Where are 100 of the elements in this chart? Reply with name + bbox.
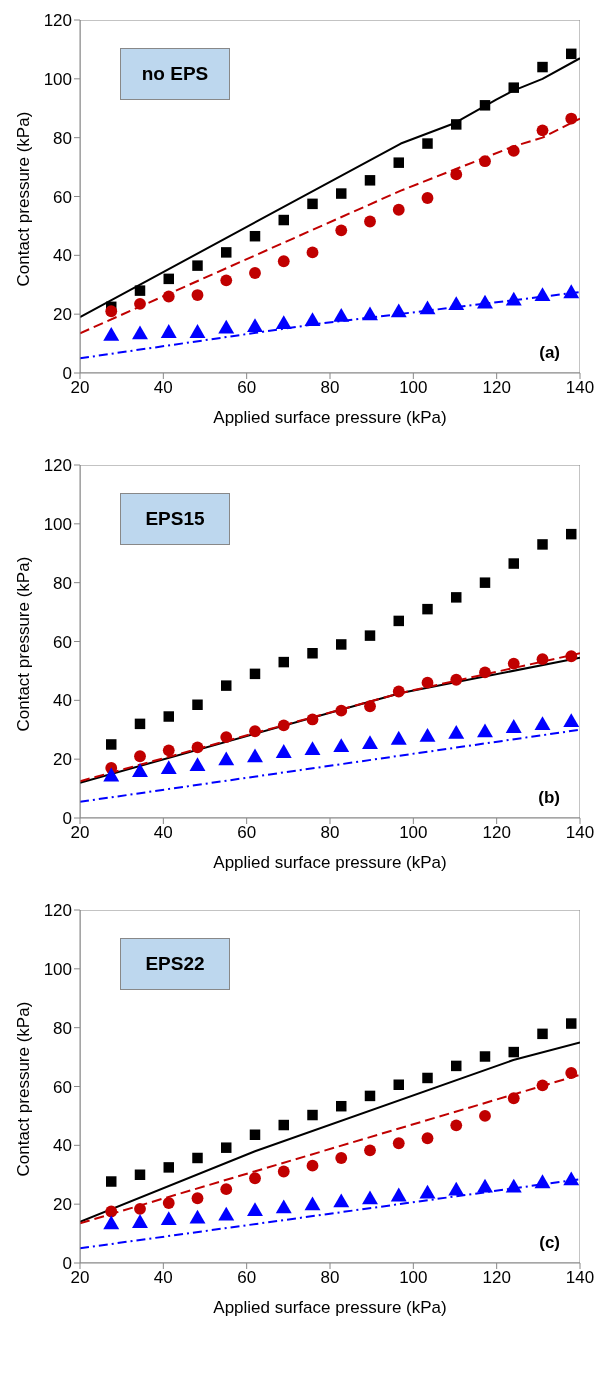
x-tick-label: 120 (482, 1268, 511, 1288)
x-tick-label: 40 (153, 378, 173, 398)
point (421, 1132, 434, 1145)
point (306, 246, 319, 259)
y-tick-label: 0 (62, 809, 72, 829)
point (508, 82, 519, 93)
point (419, 727, 436, 742)
point (421, 192, 434, 204)
point (221, 680, 232, 691)
point (565, 1067, 578, 1079)
y-axis-title: Contact pressure (kPa) (14, 111, 34, 287)
point (450, 168, 463, 181)
x-tick-label: 40 (153, 823, 173, 843)
y-tick-label: 100 (43, 514, 72, 534)
point (479, 577, 491, 588)
point (307, 198, 318, 210)
point (537, 539, 548, 550)
point (393, 615, 404, 627)
point (364, 175, 376, 186)
point (189, 757, 206, 772)
y-tick-label: 0 (62, 1254, 72, 1274)
point (364, 700, 376, 713)
point (508, 1046, 519, 1058)
point (247, 318, 263, 333)
point (220, 731, 233, 744)
point (221, 1142, 232, 1153)
point (220, 1183, 233, 1196)
x-tick-label: 60 (237, 378, 257, 398)
y-tick-label: 40 (53, 1136, 72, 1156)
point (221, 247, 232, 258)
point (134, 1169, 146, 1180)
point (218, 319, 235, 334)
point (536, 124, 549, 137)
x-tick-label: 80 (320, 823, 340, 843)
point (563, 713, 580, 727)
point (335, 704, 348, 717)
point (507, 1092, 520, 1105)
point (277, 1165, 290, 1178)
point (508, 558, 519, 569)
point (448, 724, 465, 739)
annotation: EPS15 (120, 493, 230, 545)
point (563, 284, 580, 299)
point (106, 1176, 117, 1187)
point (275, 744, 292, 758)
x-tick-label: 100 (399, 823, 428, 843)
point (278, 1119, 289, 1131)
point (566, 528, 577, 540)
point (336, 188, 347, 199)
point (507, 145, 520, 157)
point (189, 324, 206, 338)
point (505, 291, 522, 306)
y-axis-title: Contact pressure (kPa) (14, 556, 34, 732)
x-tick-label: 80 (320, 1268, 340, 1288)
point (163, 273, 174, 285)
point (275, 1199, 292, 1214)
point (162, 744, 175, 757)
point (448, 1181, 465, 1196)
point (534, 1174, 551, 1189)
point (364, 215, 376, 228)
x-tick-label: 140 (565, 1268, 595, 1288)
point (249, 230, 261, 242)
y-tick-label: 120 (43, 901, 72, 921)
point (333, 307, 350, 322)
y-tick-label: 60 (53, 632, 72, 652)
annotation: (c) (539, 1233, 560, 1253)
point (106, 739, 117, 750)
point (132, 1214, 148, 1228)
line-series (80, 1041, 580, 1223)
point (278, 214, 289, 226)
point (479, 1051, 491, 1062)
annotation: no EPS (120, 48, 230, 100)
point (189, 1209, 206, 1224)
point (304, 741, 321, 755)
point (362, 735, 378, 750)
point (505, 1178, 522, 1193)
y-tick-label: 20 (53, 750, 72, 770)
point (477, 294, 493, 309)
point (160, 324, 177, 338)
annotation: (b) (538, 788, 560, 808)
point (249, 267, 261, 279)
point (162, 1197, 175, 1209)
y-tick-label: 100 (43, 959, 72, 979)
point (566, 48, 577, 60)
point (304, 312, 321, 327)
point (565, 112, 578, 125)
annotation: EPS22 (120, 938, 230, 990)
y-tick-label: 120 (43, 11, 72, 31)
y-tick-label: 40 (53, 691, 72, 711)
point (192, 260, 203, 271)
x-axis-title: Applied surface pressure (kPa) (213, 853, 447, 872)
point (249, 1172, 261, 1185)
point (249, 725, 261, 738)
point (477, 723, 493, 738)
y-tick-label: 80 (53, 1018, 72, 1038)
point (191, 1192, 204, 1205)
x-tick-label: 100 (399, 378, 428, 398)
point (306, 713, 319, 726)
point (336, 1100, 347, 1112)
point (451, 592, 462, 603)
point (278, 656, 289, 668)
